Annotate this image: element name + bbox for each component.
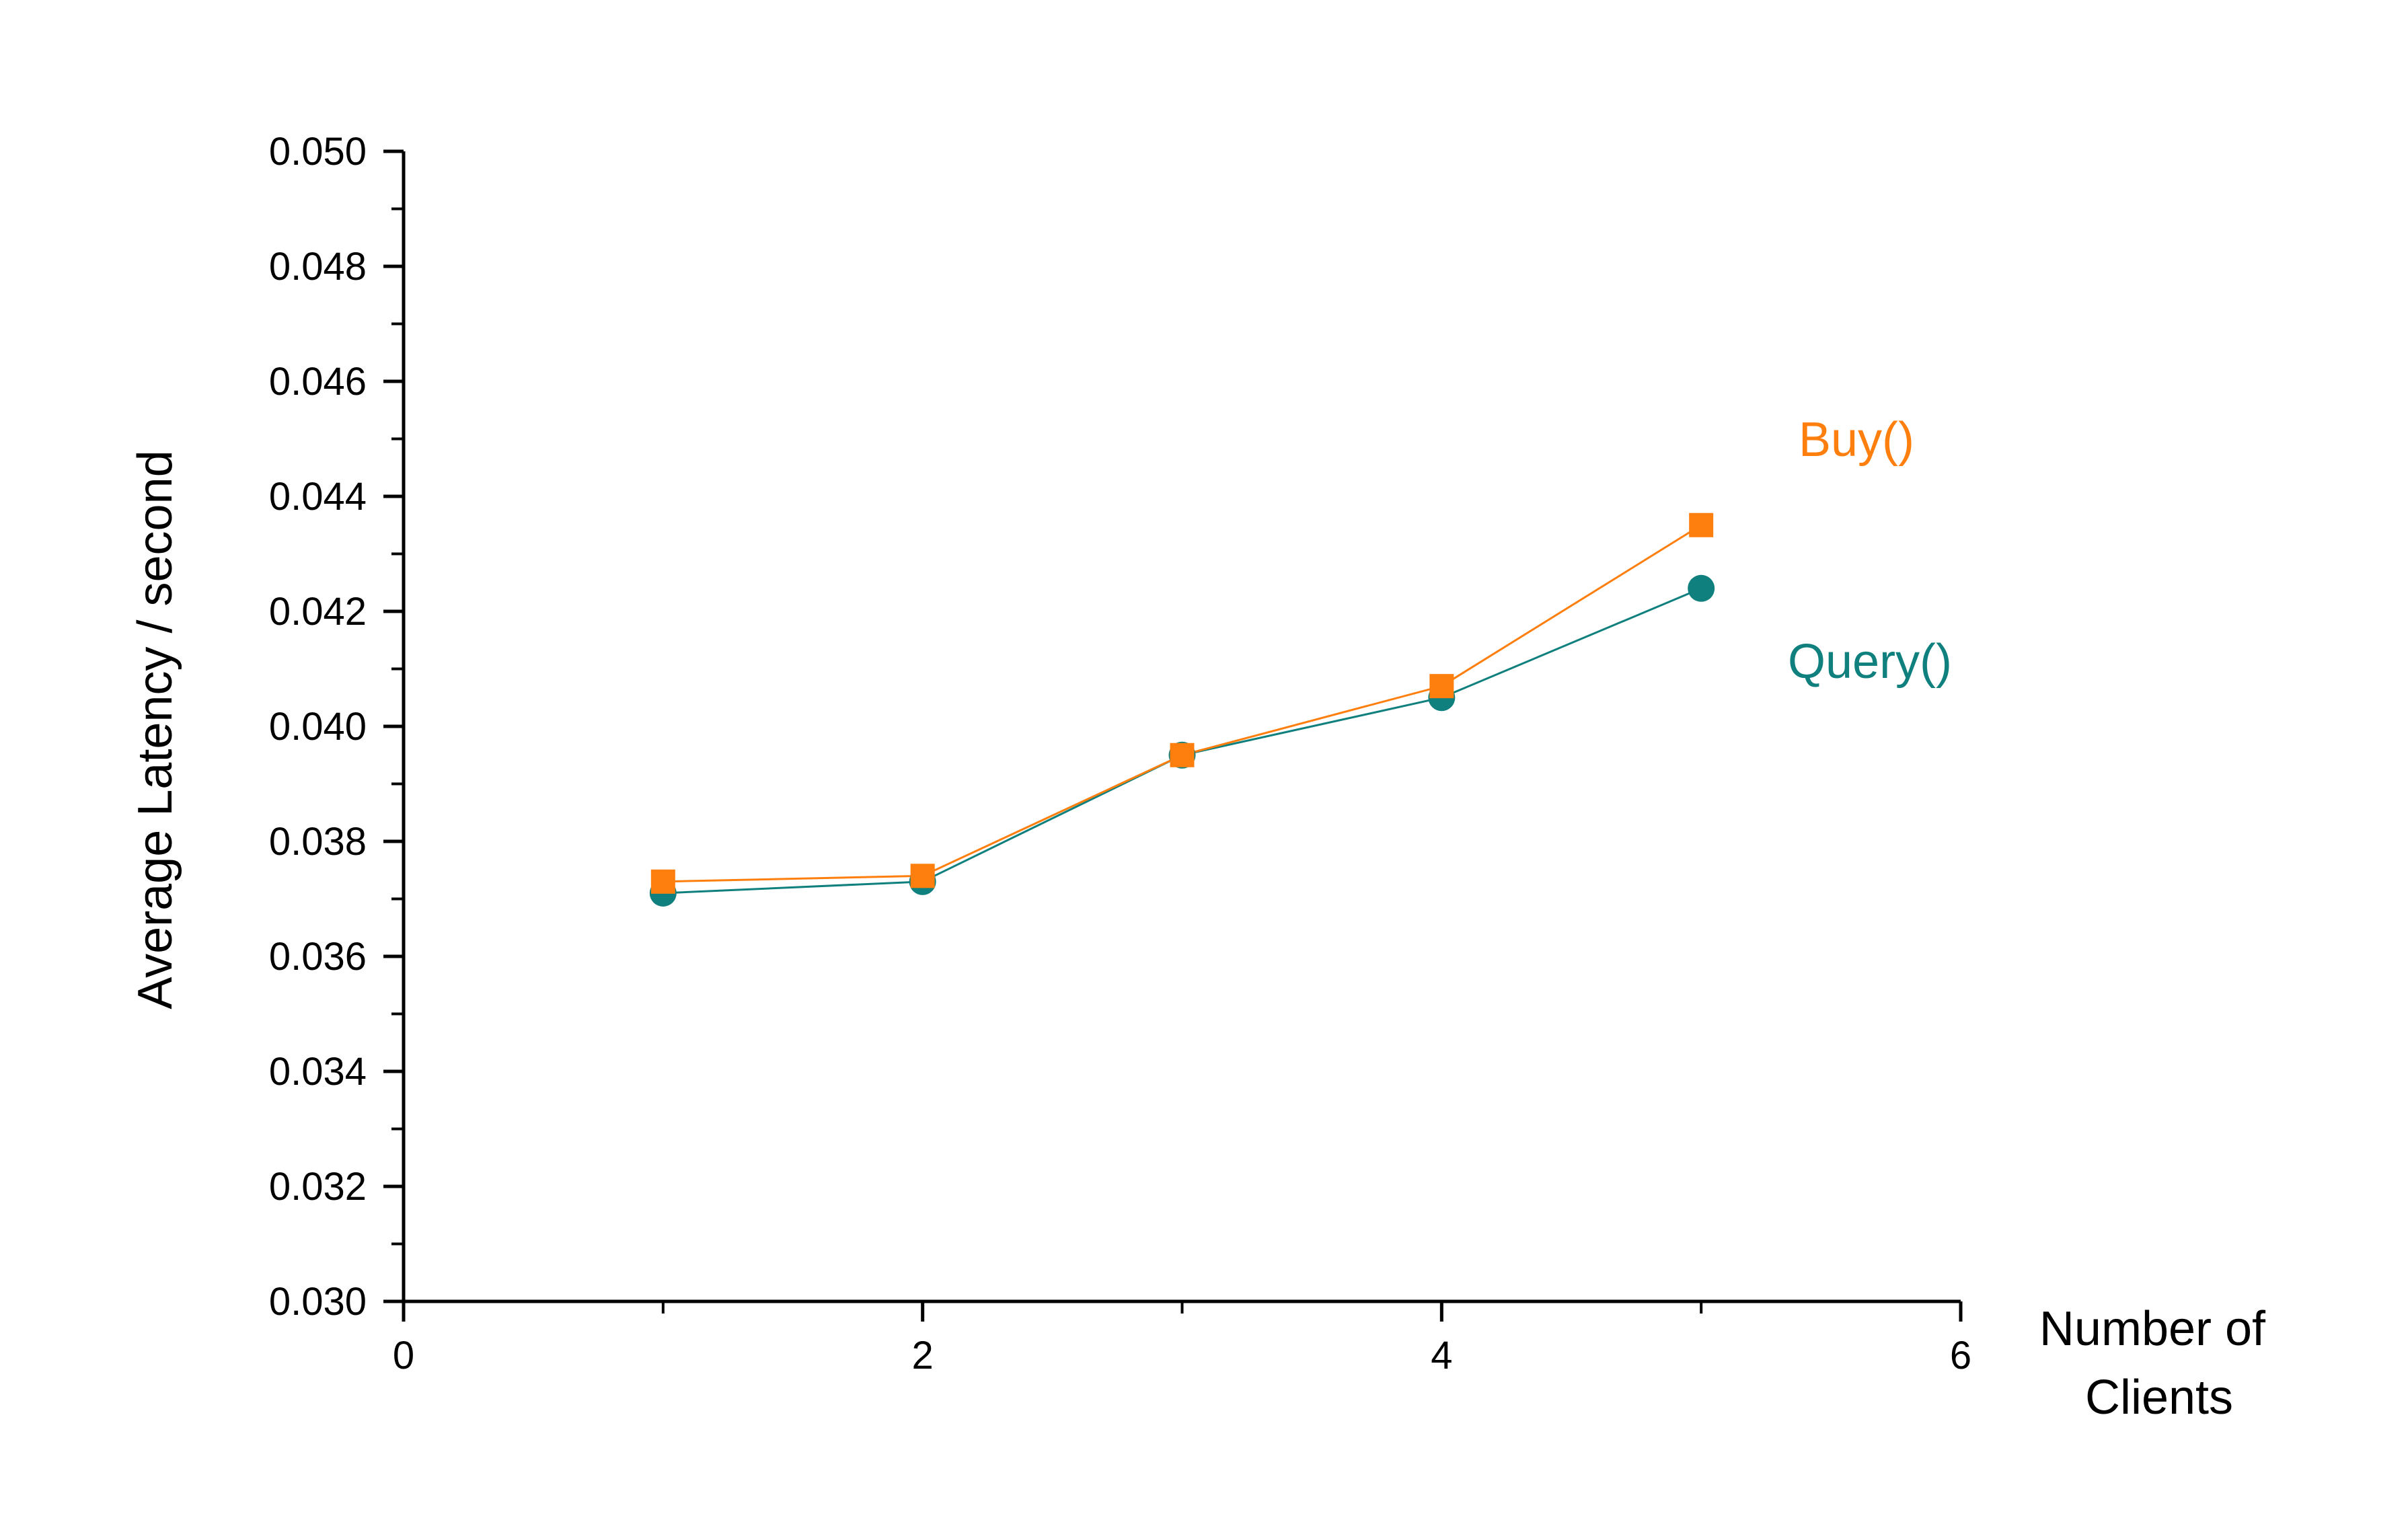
- y-tick-label: 0.050: [269, 130, 367, 174]
- y-tick-label: 0.032: [269, 1165, 367, 1209]
- series-label-buy: Buy(): [1799, 413, 1914, 467]
- x-axis-title-line-2: Clients: [2085, 1371, 2233, 1424]
- x-tick-label: 2: [912, 1334, 934, 1377]
- marker-query: [1688, 574, 1715, 602]
- axes: [402, 151, 1961, 1303]
- y-tick-label: 0.036: [269, 935, 367, 979]
- series-line-query: [663, 587, 1702, 895]
- y-tick-label: 0.038: [269, 820, 367, 864]
- y-tick-label: 0.030: [269, 1280, 367, 1324]
- tick-labels: 0.030 0.032 0.034 0.036 0.038 0.040 0.042 0.044…: [269, 130, 1971, 1377]
- marker-buy: [650, 869, 675, 894]
- y-tick-label: 0.044: [269, 475, 367, 519]
- series: [649, 512, 1715, 907]
- series-label-query: Query(): [1788, 635, 1952, 689]
- y-tick-label: 0.042: [269, 590, 367, 634]
- series-line-buy: [663, 524, 1702, 883]
- marker-buy: [1429, 674, 1454, 699]
- x-tick-label: 4: [1431, 1334, 1452, 1377]
- x-tick-label: 0: [393, 1334, 414, 1377]
- x-axis-title: Number of Clients: [2039, 1302, 2279, 1424]
- x-axis-title-line-1: Number of: [2039, 1302, 2266, 1356]
- marker-buy: [1170, 743, 1195, 767]
- y-tick-label: 0.048: [269, 245, 367, 289]
- y-tick-label: 0.046: [269, 360, 367, 404]
- y-axis-title: Average Latency / second: [128, 450, 182, 1009]
- marker-buy: [1689, 512, 1714, 537]
- x-tick-label: 6: [1950, 1334, 1971, 1377]
- marker-buy: [910, 864, 935, 888]
- y-tick-label: 0.040: [269, 705, 367, 749]
- y-tick-label: 0.034: [269, 1050, 367, 1094]
- ticks: [383, 149, 1963, 1322]
